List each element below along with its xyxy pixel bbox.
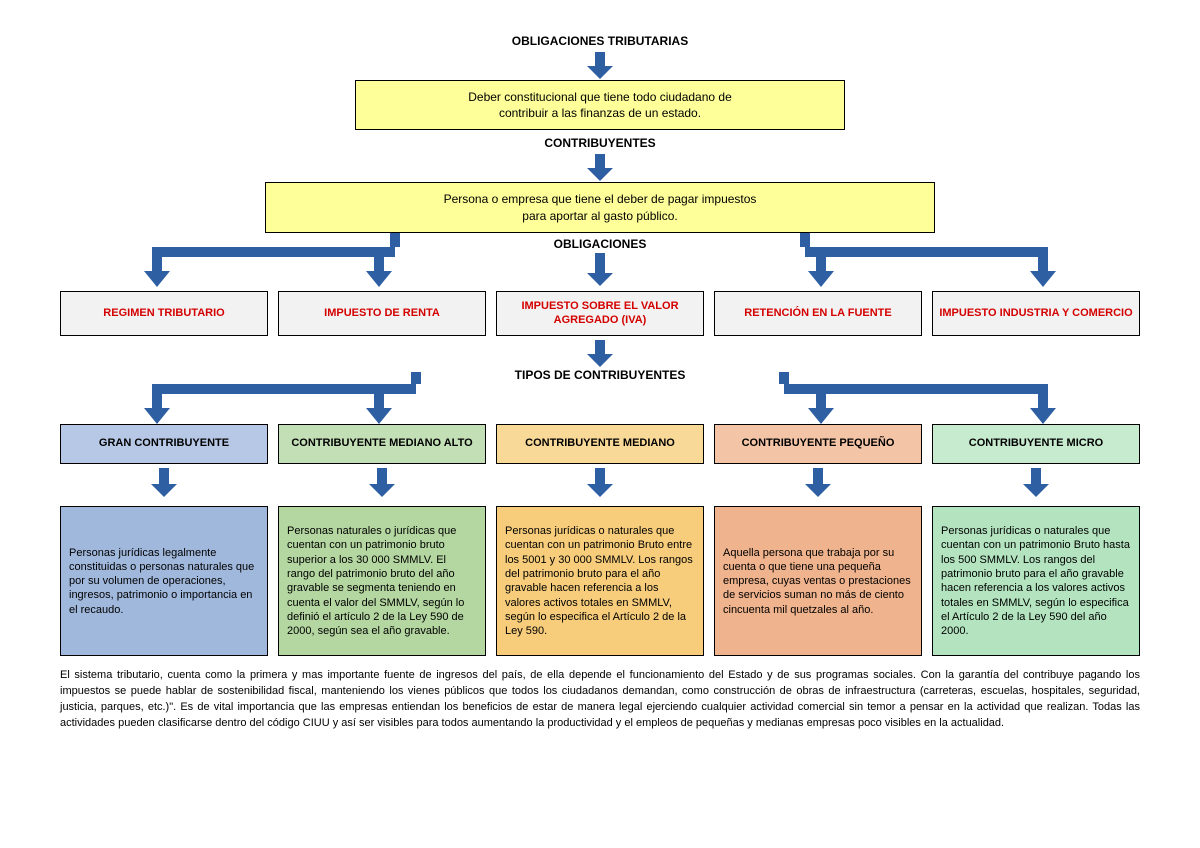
arrow-down-icon xyxy=(496,464,704,502)
title-contribuyentes: CONTRIBUYENTES xyxy=(60,136,1140,150)
descripcion-box-0: Personas jurídicas legalmente constituid… xyxy=(60,506,268,656)
arrow-down-icon xyxy=(714,464,922,502)
tipos-to-desc-arrows xyxy=(60,464,1140,502)
title-main: OBLIGACIONES TRIBUTARIAS xyxy=(60,34,1140,48)
obligaciones-row: REGIMEN TRIBUTARIOIMPUESTO DE RENTAIMPUE… xyxy=(60,291,1140,337)
descriptions-row: Personas jurídicas legalmente constituid… xyxy=(60,506,1140,656)
footer-paragraph: El sistema tributario, cuenta como la pr… xyxy=(60,668,1140,732)
obligacion-box-0: REGIMEN TRIBUTARIO xyxy=(60,291,268,337)
descripcion-box-1: Personas naturales o jurídicas que cuent… xyxy=(278,506,486,656)
tipo-header-0: GRAN CONTRIBUYENTE xyxy=(60,424,268,464)
descripcion-box-2: Personas jurídicas o naturales que cuent… xyxy=(496,506,704,656)
definition-box-2: Persona o empresa que tiene el deber de … xyxy=(265,182,935,232)
obligacion-box-1: IMPUESTO DE RENTA xyxy=(278,291,486,337)
tipo-header-3: CONTRIBUYENTE PEQUEÑO xyxy=(714,424,922,464)
definition-box-1: Deber constitucional que tiene todo ciud… xyxy=(355,80,845,130)
arrow-down-icon xyxy=(60,464,268,502)
arrow-down-icon xyxy=(60,52,1140,80)
arrow-down-icon xyxy=(60,154,1140,182)
obligacion-box-2: IMPUESTO SOBRE EL VALOR AGREGADO (IVA) xyxy=(496,291,704,337)
branch-connector-obligaciones: OBLIGACIONES xyxy=(60,233,1140,291)
branch-connector-tipos: TIPOS DE CONTRIBUYENTES xyxy=(60,368,1140,424)
arrow-down-icon xyxy=(932,464,1140,502)
obligacion-box-4: IMPUESTO INDUSTRIA Y COMERCIO xyxy=(932,291,1140,337)
title-tipos: TIPOS DE CONTRIBUYENTES xyxy=(60,368,1140,382)
tipo-header-4: CONTRIBUYENTE MICRO xyxy=(932,424,1140,464)
arrow-down-icon xyxy=(60,340,1140,368)
descripcion-box-4: Personas jurídicas o naturales que cuent… xyxy=(932,506,1140,656)
arrow-down-icon xyxy=(278,464,486,502)
tipos-row: GRAN CONTRIBUYENTECONTRIBUYENTE MEDIANO … xyxy=(60,424,1140,464)
tipo-header-2: CONTRIBUYENTE MEDIANO xyxy=(496,424,704,464)
tipo-header-1: CONTRIBUYENTE MEDIANO ALTO xyxy=(278,424,486,464)
obligacion-box-3: RETENCIÓN EN LA FUENTE xyxy=(714,291,922,337)
descripcion-box-3: Aquella persona que trabaja por su cuent… xyxy=(714,506,922,656)
